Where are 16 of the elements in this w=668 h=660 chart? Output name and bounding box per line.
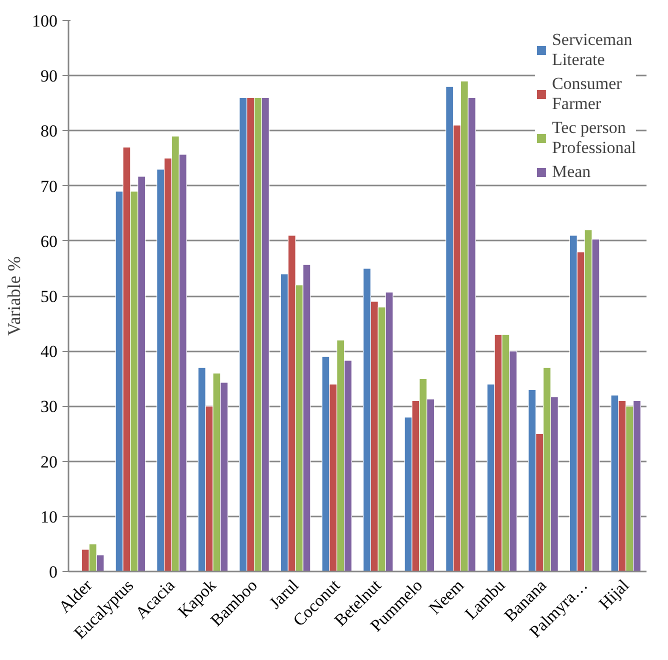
y-tick-label: 70 [40, 176, 58, 196]
y-tick-label: 50 [40, 287, 58, 306]
legend-label: Mean [552, 162, 591, 182]
y-tick-label: 60 [40, 232, 58, 251]
y-tick-label: 0 [49, 562, 58, 582]
y-tick-label: 30 [40, 397, 58, 416]
y-tick-label: 40 [40, 342, 58, 362]
legend-label: Consumer Farmer [552, 74, 622, 114]
y-tick-label: 20 [40, 452, 58, 472]
y-tick-label: 10 [40, 507, 58, 526]
y-axis-title: Variable % [4, 256, 24, 336]
y-tick-label: 90 [40, 66, 58, 86]
y-tick-label: 100 [32, 12, 58, 30]
legend-label: Serviceman Literate [552, 30, 632, 70]
y-tick-label: 80 [40, 122, 58, 141]
legend-label: Tec person Professional [552, 118, 636, 158]
